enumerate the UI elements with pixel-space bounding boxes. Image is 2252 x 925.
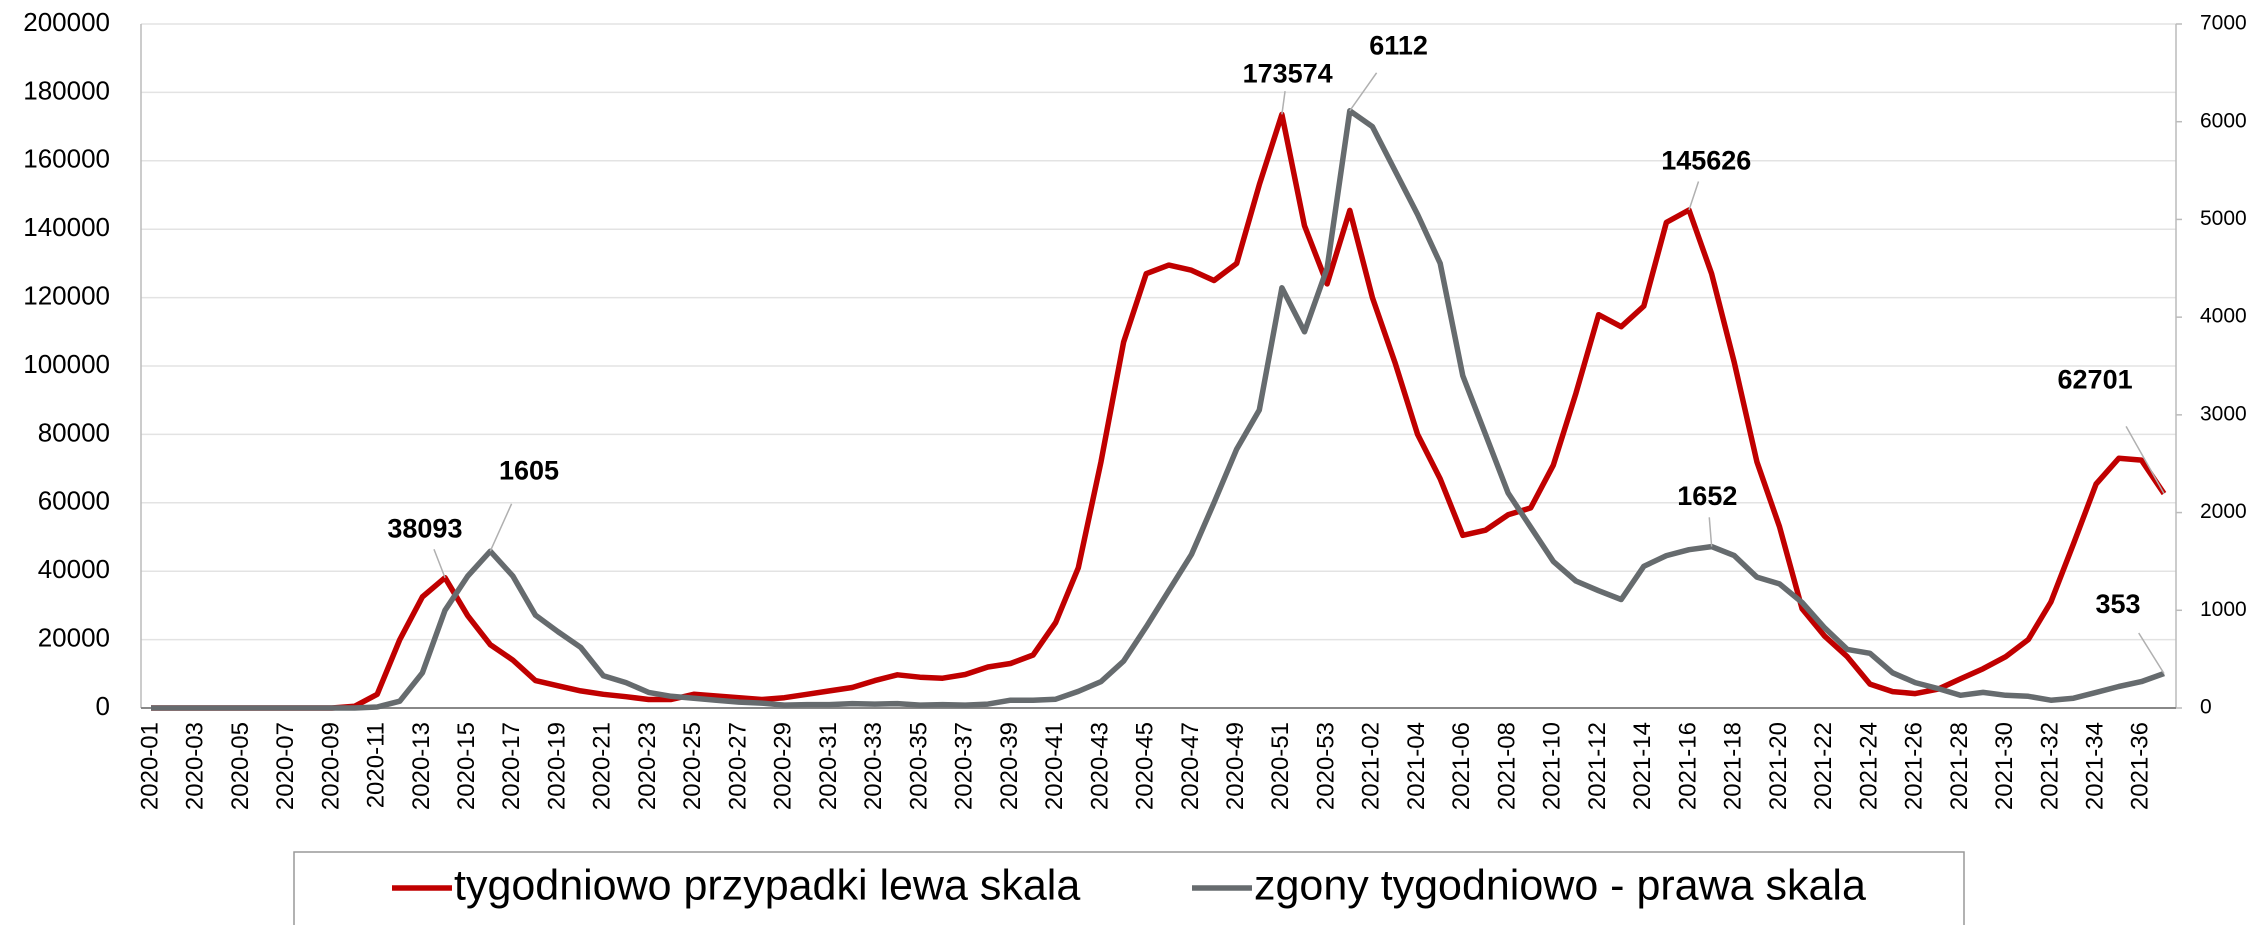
data-label: 353 [2096, 589, 2141, 619]
y2-tick-label: 5000 [2200, 207, 2247, 230]
y2-tick-label: 2000 [2200, 500, 2247, 523]
x-tick-label: 2021-32 [2036, 722, 2063, 810]
leader-line [1281, 91, 1286, 115]
x-tick-label: 2020-31 [815, 722, 842, 810]
x-tick-label: 2021-08 [1493, 722, 1520, 810]
x-tick-label: 2020-19 [543, 722, 570, 810]
x-tick-label: 2021-10 [1539, 722, 1566, 810]
x-tick-label: 2020-33 [860, 722, 887, 810]
leader-line [2125, 425, 2165, 494]
x-tick-label: 2020-49 [1222, 722, 1249, 810]
y-tick-label: 0 [96, 691, 110, 721]
legend-box [293, 851, 1965, 925]
x-tick-label: 2021-22 [1810, 722, 1837, 810]
series-line [151, 111, 2167, 711]
y2-tick-label: 6000 [2200, 109, 2247, 132]
x-tick-label: 2021-04 [1403, 722, 1430, 810]
x-tick-label: 2020-25 [679, 722, 706, 810]
x-tick-label: 2021-36 [2127, 722, 2154, 810]
x-tick-label: 2021-24 [1855, 722, 1882, 810]
y-tick-label: 140000 [23, 212, 110, 242]
x-tick-label: 2020-37 [951, 722, 978, 810]
x-tick-label: 2020-17 [498, 722, 525, 810]
x-tick-label: 2020-29 [770, 722, 797, 810]
series-line [151, 108, 2165, 711]
x-tick-label: 2020-53 [1312, 722, 1339, 810]
y-tick-label: 80000 [38, 417, 110, 447]
x-tick-label: 2020-51 [1267, 722, 1294, 810]
x-tick-label: 2021-02 [1358, 722, 1385, 810]
x-tick-label: 2020-43 [1086, 722, 1113, 810]
y-tick-label: 120000 [23, 280, 110, 310]
y2-tick-label: 0 [2200, 696, 2212, 719]
x-tick-label: 2021-30 [1991, 722, 2018, 810]
y-tick-label: 180000 [23, 75, 110, 105]
x-tick-label: 2020-41 [1041, 722, 1068, 810]
y2-tick-label: 4000 [2200, 305, 2247, 328]
leader-line [489, 503, 513, 552]
x-tick-label: 2020-39 [996, 722, 1023, 810]
y-tick-label: 40000 [38, 554, 110, 584]
leader-line [1688, 181, 1700, 211]
leader-line [1349, 72, 1378, 112]
x-tick-label: 2021-20 [1765, 722, 1792, 810]
x-tick-label: 2020-05 [227, 722, 254, 810]
y2-tick-label: 1000 [2200, 598, 2247, 621]
x-tick-label: 2021-18 [1720, 722, 1747, 810]
y-tick-label: 100000 [23, 349, 110, 379]
x-tick-label: 2020-23 [634, 722, 661, 810]
leader-line [2138, 632, 2165, 674]
data-label: 1652 [1677, 481, 1737, 511]
legend-label: zgony tygodniowo - prawa skala [1254, 861, 1866, 909]
data-label: 1605 [499, 455, 559, 485]
leader-line [1708, 517, 1713, 547]
legend-label: tygodniowo przypadki lewa skala [454, 861, 1080, 909]
x-tick-label: 2021-16 [1674, 722, 1701, 810]
x-tick-label: 2020-13 [408, 722, 435, 810]
y-tick-label: 160000 [23, 144, 110, 174]
y-tick-label: 60000 [38, 486, 110, 516]
x-tick-label: 2021-34 [2081, 722, 2108, 810]
x-tick-label: 2020-21 [589, 722, 616, 810]
data-label: 145626 [1661, 146, 1751, 176]
x-tick-label: 2020-27 [724, 722, 751, 810]
x-tick-label: 2020-45 [1132, 722, 1159, 810]
data-label: 62701 [2058, 365, 2133, 395]
data-label: 38093 [387, 513, 462, 543]
x-tick-label: 2020-15 [453, 722, 480, 810]
x-tick-label: 2020-47 [1177, 722, 1204, 810]
y-tick-label: 200000 [23, 7, 110, 37]
x-tick-label: 2021-26 [1901, 722, 1928, 810]
data-label: 6112 [1369, 31, 1428, 61]
x-tick-label: 2020-07 [272, 722, 299, 810]
x-tick-label: 2021-06 [1448, 722, 1475, 810]
x-tick-label: 2020-09 [317, 722, 344, 810]
x-tick-label: 2021-12 [1584, 722, 1611, 810]
x-tick-label: 2020-03 [182, 722, 209, 810]
leader-line [433, 549, 446, 578]
y2-tick-label: 7000 [2200, 12, 2247, 35]
y2-tick-label: 3000 [2200, 402, 2247, 425]
x-tick-label: 2020-35 [905, 722, 932, 810]
x-tick-label: 2021-28 [1946, 722, 1973, 810]
y-tick-label: 20000 [38, 622, 110, 652]
data-label: 173574 [1243, 59, 1333, 89]
x-tick-label: 2020-11 [363, 722, 390, 808]
x-tick-label: 2021-14 [1629, 722, 1656, 810]
x-tick-label: 2020-01 [136, 722, 163, 810]
